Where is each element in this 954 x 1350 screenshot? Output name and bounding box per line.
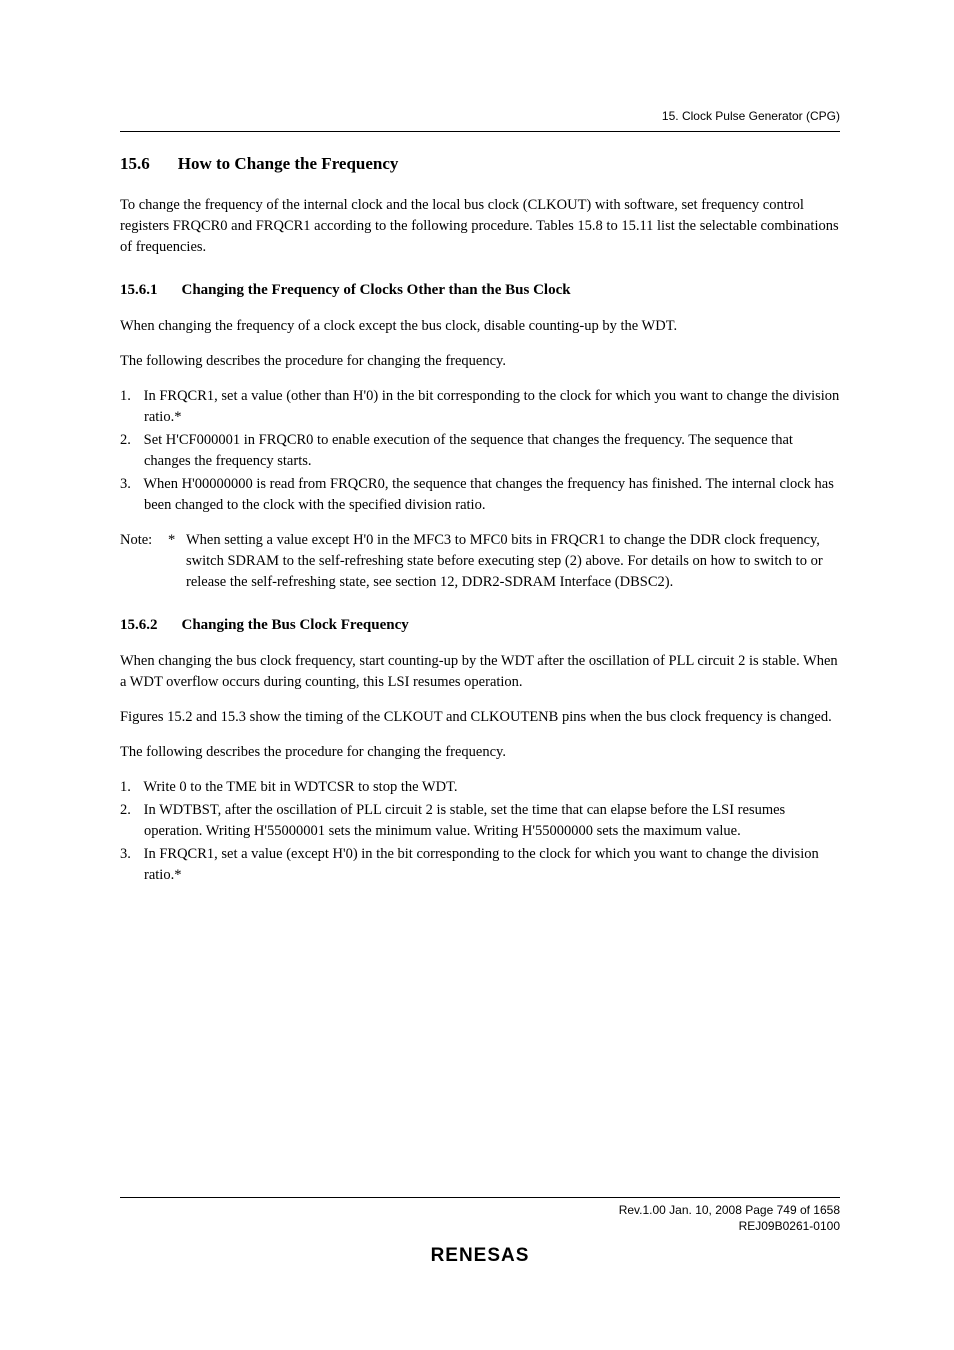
list-item: 1. Write 0 to the TME bit in WDTCSR to s…: [120, 777, 840, 798]
list-index: 3.: [120, 474, 140, 495]
footer: Rev.1.00 Jan. 10, 2008 Page 749 of 1658 …: [120, 1197, 840, 1270]
list-index: 2.: [120, 800, 140, 821]
list-text: In FRQCR1, set a value (other than H'0) …: [144, 388, 840, 425]
list-index: 3.: [120, 844, 140, 865]
list-text: When H'00000000 is read from FRQCR0, the…: [143, 476, 834, 513]
chapter-header: 15. Clock Pulse Generator (CPG): [120, 108, 840, 131]
subsection-number: 15.6.1: [120, 282, 158, 298]
list-text: In FRQCR1, set a value (except H'0) in t…: [144, 846, 819, 883]
list-text: Write 0 to the TME bit in WDTCSR to stop…: [143, 779, 457, 795]
subsection-heading: 15.6.1 Changing the Frequency of Clocks O…: [120, 280, 840, 302]
list-text: In WDTBST, after the oscillation of PLL …: [144, 802, 786, 839]
list-item: 2. In WDTBST, after the oscillation of P…: [120, 800, 840, 842]
intro-paragraph: To change the frequency of the internal …: [120, 195, 840, 258]
footer-line1: Rev.1.00 Jan. 10, 2008 Page 749 of 1658: [619, 1203, 840, 1217]
list-index: 2.: [120, 430, 140, 451]
footer-text: Rev.1.00 Jan. 10, 2008 Page 749 of 1658 …: [120, 1202, 840, 1234]
body-paragraph: When changing the bus clock frequency, s…: [120, 651, 840, 693]
renesas-logo: RENESAS: [120, 1242, 840, 1270]
page: 15. Clock Pulse Generator (CPG) 15.6 How …: [0, 0, 954, 1350]
list-index: 1.: [120, 386, 140, 407]
footer-rule: [120, 1197, 840, 1198]
list-item: 3. When H'00000000 is read from FRQCR0, …: [120, 474, 840, 516]
body-paragraph: When changing the frequency of a clock e…: [120, 316, 840, 337]
header-rule: [120, 131, 840, 132]
subsection-title: Changing the Bus Clock Frequency: [182, 617, 409, 633]
subsection-title: Changing the Frequency of Clocks Other t…: [182, 282, 571, 298]
procedure-list: 1. Write 0 to the TME bit in WDTCSR to s…: [120, 777, 840, 886]
subsection-number: 15.6.2: [120, 617, 158, 633]
list-item: 3. In FRQCR1, set a value (except H'0) i…: [120, 844, 840, 886]
note-block: Note:*When setting a value except H'0 in…: [120, 530, 840, 593]
list-index: 1.: [120, 777, 140, 798]
procedure-list: 1. In FRQCR1, set a value (other than H'…: [120, 386, 840, 516]
section-title: How to Change the Frequency: [178, 154, 399, 173]
section-heading: 15.6 How to Change the Frequency: [120, 152, 840, 177]
subsection-heading: 15.6.2 Changing the Bus Clock Frequency: [120, 615, 840, 637]
body-paragraph: The following describes the procedure fo…: [120, 742, 840, 763]
list-text: Set H'CF000001 in FRQCR0 to enable execu…: [144, 432, 793, 469]
footer-line2: REJ09B0261-0100: [739, 1219, 840, 1233]
note-asterisk: *: [168, 530, 186, 551]
list-item: 2. Set H'CF000001 in FRQCR0 to enable ex…: [120, 430, 840, 472]
list-item: 1. In FRQCR1, set a value (other than H'…: [120, 386, 840, 428]
body-paragraph: The following describes the procedure fo…: [120, 351, 840, 372]
note-body: When setting a value except H'0 in the M…: [186, 530, 826, 593]
body-paragraph: Figures 15.2 and 15.3 show the timing of…: [120, 707, 840, 728]
section-number: 15.6: [120, 154, 150, 173]
note-label: Note:: [120, 530, 168, 551]
